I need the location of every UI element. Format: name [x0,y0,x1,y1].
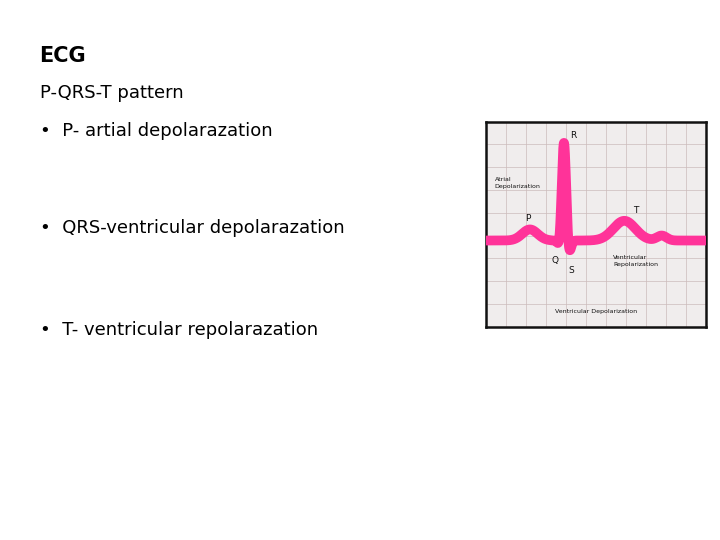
Text: Atrial
Depolarization: Atrial Depolarization [495,178,541,188]
Text: •  T- ventricular repolarazation: • T- ventricular repolarazation [40,321,318,339]
Text: R: R [570,131,577,140]
Text: •  P- artial depolarazation: • P- artial depolarazation [40,122,272,139]
Text: S: S [568,266,574,275]
Text: Q: Q [552,256,559,265]
Text: Ventricular Depolarization: Ventricular Depolarization [554,309,637,314]
Text: P-QRS-T pattern: P-QRS-T pattern [40,84,183,102]
Text: Ventricular
Repolarization: Ventricular Repolarization [613,255,658,267]
Text: P: P [525,214,531,223]
Text: ECG: ECG [40,46,86,66]
Text: •  QRS-ventricular depolarazation: • QRS-ventricular depolarazation [40,219,344,237]
Text: T: T [633,206,639,215]
